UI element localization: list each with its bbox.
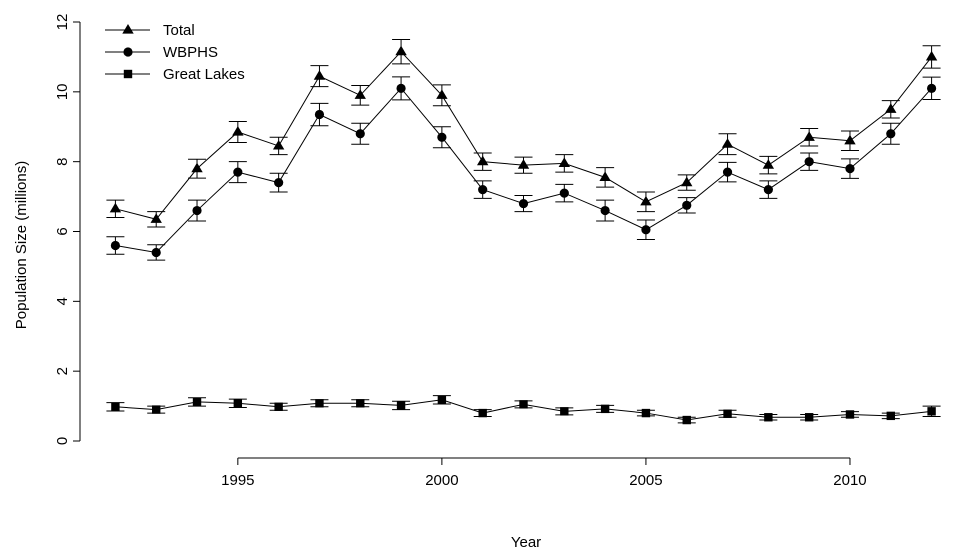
point-wbphs (478, 185, 488, 195)
point-wbphs (396, 83, 406, 93)
y-tick-label: 6 (54, 227, 71, 235)
legend-label-wbphs: WBPHS (163, 44, 218, 61)
point-total (191, 162, 203, 173)
point-great-lakes (192, 397, 202, 407)
point-wbphs (641, 225, 651, 235)
point-total (313, 70, 326, 80)
point-wbphs (192, 205, 202, 216)
y-tick-label: 8 (54, 157, 71, 165)
x-axis-title: Year (511, 534, 541, 551)
point-total (354, 89, 366, 99)
point-wbphs (845, 164, 855, 174)
y-tick-label: 2 (54, 367, 71, 375)
point-total (150, 213, 162, 223)
point-total (517, 159, 530, 169)
point-great-lakes (315, 399, 324, 408)
point-wbphs (274, 178, 284, 188)
point-great-lakes (356, 399, 365, 408)
point-great-lakes (152, 405, 161, 414)
point-great-lakes (764, 413, 773, 422)
x-tick-label: 2010 (833, 472, 866, 489)
point-great-lakes (233, 399, 243, 408)
legend-label-great-lakes: Great Lakes (163, 66, 245, 83)
point-wbphs (233, 167, 243, 177)
legend-marker-great-lakes (123, 69, 133, 79)
point-great-lakes (437, 395, 447, 404)
point-total (640, 195, 652, 206)
y-tick-label: 12 (54, 14, 71, 31)
legend-marker-total (122, 24, 134, 34)
x-tick-label: 1995 (221, 472, 254, 489)
point-wbphs (600, 205, 610, 216)
point-great-lakes (396, 401, 406, 410)
point-great-lakes (927, 407, 936, 416)
point-wbphs (437, 132, 447, 142)
point-great-lakes (111, 402, 120, 411)
point-total (232, 125, 244, 136)
point-wbphs (314, 109, 325, 120)
point-great-lakes (274, 402, 283, 411)
point-wbphs (682, 200, 692, 210)
point-great-lakes (804, 413, 814, 422)
y-tick-label: 4 (54, 297, 71, 305)
point-great-lakes (519, 400, 528, 409)
point-total (721, 138, 734, 148)
point-total (885, 103, 897, 113)
point-great-lakes (886, 411, 895, 421)
point-wbphs (926, 83, 937, 93)
point-total (558, 157, 571, 168)
point-total (272, 139, 285, 150)
point-total (599, 171, 611, 181)
point-wbphs (763, 185, 773, 195)
point-great-lakes (641, 408, 651, 418)
point-wbphs (110, 240, 121, 251)
point-total (762, 159, 775, 169)
x-tick-label: 2005 (629, 472, 662, 489)
point-wbphs (722, 167, 733, 177)
point-wbphs (886, 129, 896, 139)
point-wbphs (151, 247, 161, 258)
legend-label-total: Total (163, 22, 195, 39)
y-tick-label: 10 (54, 83, 71, 100)
y-tick-label: 0 (54, 437, 71, 445)
point-great-lakes (845, 410, 855, 419)
plot-area: 1995 2000 2005 2010 0 2 4 6 8 10 12 Total WBPHS Great… (54, 14, 941, 489)
point-wbphs (518, 198, 529, 209)
point-total (476, 155, 489, 166)
point-total (925, 50, 938, 61)
point-total (681, 176, 693, 187)
point-wbphs (355, 129, 365, 139)
point-total (109, 202, 122, 213)
point-great-lakes (560, 407, 569, 416)
point-great-lakes (600, 404, 610, 414)
y-axis-title: Population Size (millions) (13, 161, 30, 329)
point-total (395, 45, 407, 56)
point-great-lakes (682, 415, 691, 425)
x-tick-label: 2000 (425, 472, 458, 489)
point-total (436, 89, 448, 99)
point-great-lakes (478, 408, 487, 418)
point-total (803, 131, 815, 141)
legend-marker-wbphs (123, 47, 133, 57)
point-great-lakes (723, 409, 732, 418)
point-wbphs (804, 157, 814, 167)
point-wbphs (559, 188, 569, 198)
point-total (844, 134, 856, 145)
